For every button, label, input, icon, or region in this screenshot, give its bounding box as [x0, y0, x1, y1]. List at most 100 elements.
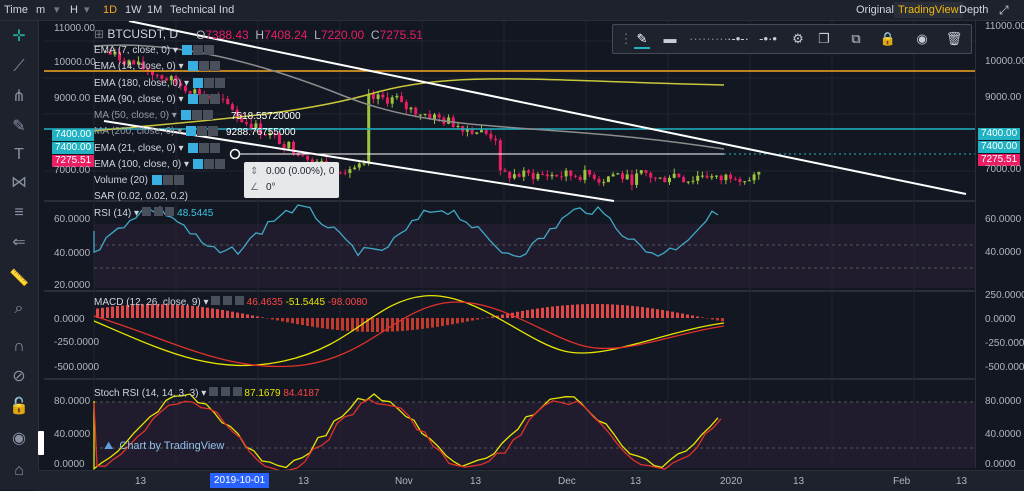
gear-icon[interactable] [199, 94, 209, 104]
time-tick: Feb [893, 476, 910, 487]
eye-icon[interactable] [152, 175, 162, 185]
interval-1w[interactable]: 1W [125, 3, 142, 17]
view-tradingview[interactable]: TradingView [894, 2, 963, 18]
dotted-node-line-icon[interactable]: ·-•-· [723, 29, 753, 49]
trash-icon[interactable]: ⌂ [9, 461, 29, 481]
indicator-legend-item[interactable]: EMA (100, close, 0) ▾ [94, 158, 226, 172]
chevron-down-icon[interactable]: ▾ [84, 3, 90, 17]
stoch-legend[interactable]: Stoch RSI (14, 14, 3, 3) ▾ 87.1679 84.41… [94, 387, 320, 399]
close-icon[interactable] [215, 78, 225, 88]
eye-icon[interactable] [181, 110, 191, 120]
magnet-icon[interactable]: ∩ [9, 337, 29, 357]
candle-body [743, 181, 746, 182]
gear-icon[interactable] [204, 78, 214, 88]
chevron-down-icon[interactable]: ▾ [54, 3, 60, 17]
zoom-icon[interactable]: ⌕ [9, 299, 29, 319]
dotted-dash-node-icon[interactable]: -•·• [753, 29, 783, 49]
close-icon[interactable] [210, 94, 220, 104]
eye-icon[interactable] [182, 45, 192, 55]
macd-legend[interactable]: MACD (12, 26, close, 9) ▾ 46.4635 -51.54… [94, 296, 367, 308]
close-icon[interactable] [208, 126, 218, 136]
time-menu[interactable]: Time [4, 3, 28, 17]
candle-body [626, 174, 629, 179]
view-original[interactable]: Original [852, 2, 898, 18]
fib-icon[interactable]: ≡ [9, 203, 29, 223]
close-icon[interactable] [235, 296, 244, 305]
price-axis[interactable]: 11000.00 10000.00 9000.00 7400.00 7400.0… [975, 21, 1024, 468]
settings-icon[interactable] [221, 387, 230, 396]
close-icon[interactable] [215, 159, 225, 169]
indicator-legend-item[interactable]: EMA (21, close, 0) ▾ [94, 142, 221, 156]
candle-body [649, 173, 652, 178]
interval-1d[interactable]: 1D [103, 3, 117, 17]
symbol-title[interactable]: ⊞ BTCUSDT, D [94, 27, 178, 41]
gear-icon[interactable] [197, 126, 207, 136]
eye-icon[interactable] [188, 143, 198, 153]
brush-icon[interactable]: ✎ [9, 117, 29, 137]
settings-icon[interactable] [154, 207, 163, 216]
gear-icon[interactable] [199, 61, 209, 71]
indicator-legend-item[interactable]: EMA (180, close, 0) ▾ [94, 77, 226, 91]
gear-icon[interactable] [193, 45, 203, 55]
eye-icon[interactable] [188, 61, 198, 71]
pitchfork-icon[interactable]: ⋔ [9, 87, 29, 107]
left-price-tick: 10000.00 [54, 57, 96, 68]
gear-icon[interactable] [204, 159, 214, 169]
clone-icon[interactable]: ⧉ [845, 29, 867, 49]
settings-icon[interactable] [223, 296, 232, 305]
lock-icon[interactable]: 🔒 [877, 29, 899, 49]
close-icon[interactable] [210, 61, 220, 71]
macd-histogram-bar [426, 318, 429, 328]
indicator-legend-item[interactable]: SAR (0.02, 0.02, 0.2) [94, 190, 188, 204]
text-icon[interactable]: T [9, 145, 29, 165]
indicator-legend-item[interactable]: MA (50, close, 0) ▾ [94, 109, 214, 123]
gear-icon[interactable]: ⚙ [787, 29, 809, 49]
rsi-legend[interactable]: RSI (14) ▾ 48.5445 [94, 207, 213, 219]
eye-icon[interactable] [193, 159, 203, 169]
gear-icon[interactable] [142, 207, 151, 216]
eye-icon[interactable]: ◉ [9, 429, 29, 449]
candle-body [715, 176, 718, 177]
view-depth[interactable]: Depth [955, 2, 992, 18]
stoch-tick: 80.0000 [985, 396, 1021, 407]
eye-icon[interactable] [193, 78, 203, 88]
trash-icon[interactable]: 🗑 [943, 29, 965, 49]
gear-icon[interactable] [192, 110, 202, 120]
technical-indicators-button[interactable]: Technical Ind [170, 3, 234, 17]
dotted-line-icon[interactable]: ········· [689, 29, 723, 49]
time-axis[interactable]: 13 2019-10-01 13 Nov 13 Dec 13 2020 13 F… [38, 470, 1024, 491]
hour-menu[interactable]: H [70, 3, 78, 17]
trend-line-icon[interactable]: ⟋ [9, 57, 29, 77]
minute-menu[interactable]: m [36, 3, 45, 17]
pencil-icon[interactable]: ✎ [631, 29, 653, 49]
fullscreen-icon[interactable]: ⤢ [995, 2, 1013, 18]
close-icon[interactable] [174, 175, 184, 185]
line-style-icon[interactable]: ▬ [659, 29, 681, 49]
template-icon[interactable]: ❐ [813, 29, 835, 49]
eye-icon[interactable] [186, 126, 196, 136]
crosshair-icon[interactable]: ✛ [9, 27, 29, 47]
eye-icon[interactable]: ◉ [911, 29, 933, 49]
gear-icon[interactable] [211, 296, 220, 305]
close-icon[interactable] [210, 143, 220, 153]
indicator-legend-item[interactable]: EMA (7, close, 0) ▾ [94, 44, 215, 58]
gear-icon[interactable] [209, 387, 218, 396]
lock-drawings-icon[interactable]: ⊘ [9, 367, 29, 387]
close-icon[interactable] [165, 207, 174, 216]
ruler-icon[interactable]: 📏 [9, 269, 29, 289]
close-icon[interactable] [203, 110, 213, 120]
unlock-icon[interactable]: 🔓 [9, 397, 29, 417]
arrow-left-icon[interactable]: ⇐ [9, 233, 29, 253]
indicator-legend-item[interactable]: EMA (90, close, 0) ▾ [94, 93, 221, 107]
interval-1m[interactable]: 1M [147, 3, 162, 17]
gear-icon[interactable] [163, 175, 173, 185]
pattern-icon[interactable]: ⋈ [9, 173, 29, 193]
indicator-legend-item[interactable]: MA (200, close, 0) ▾ [94, 125, 219, 139]
indicator-legend-item[interactable]: Volume (20) [94, 174, 185, 188]
close-icon[interactable] [204, 45, 214, 55]
eye-icon[interactable] [188, 94, 198, 104]
indicator-legend-item[interactable]: EMA (14, close, 0) ▾ [94, 60, 221, 74]
close-icon[interactable] [233, 387, 242, 396]
stoch-value-2: 84.4187 [283, 388, 319, 399]
gear-icon[interactable] [199, 143, 209, 153]
